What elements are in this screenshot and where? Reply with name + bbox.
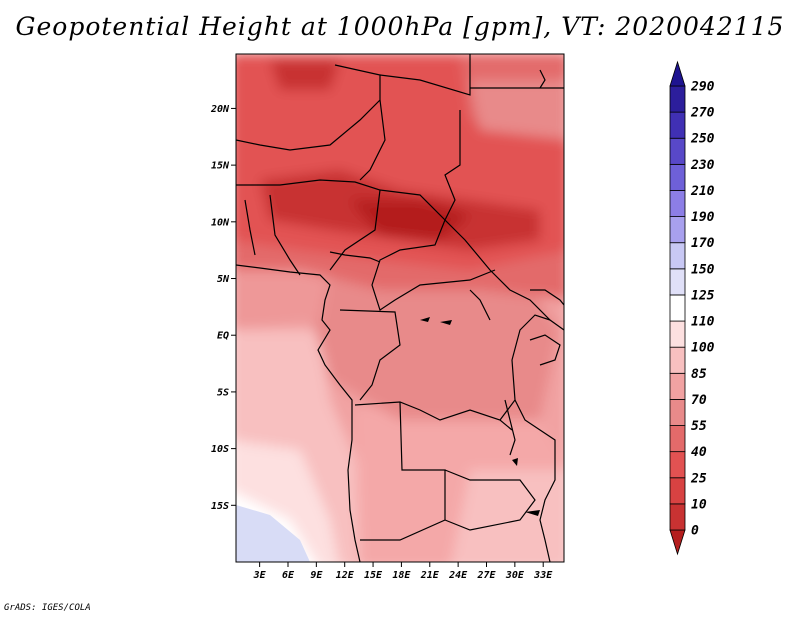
x-tick-label: 18E [392, 570, 411, 581]
colorbar-swatch [669, 163, 686, 191]
x-axis: 3E 6E 9E 12E 15E 18E 21E 24E 27E 30E 33E [253, 562, 553, 581]
x-tick-label: 9E [310, 570, 323, 581]
colorbar-label: 100 [691, 341, 715, 356]
x-tick-label: 27E [476, 570, 496, 581]
colorbar-label: 110 [691, 315, 715, 330]
colorbar-label: 0 [691, 524, 699, 539]
colorbar-swatch [669, 242, 686, 270]
colorbar-swatch [669, 451, 686, 479]
colorbar-label: 25 [690, 471, 707, 486]
colorbar-swatch [669, 477, 686, 505]
colorbar-label: 125 [691, 288, 715, 303]
x-tick-label: 6E [282, 570, 295, 581]
x-tick-label: 24E [448, 570, 468, 581]
colorbar-label: 85 [691, 367, 707, 382]
colorbar: 0 10 25 40 55 70 85 100 110 125 150 170 190 210 230 250… [669, 60, 715, 556]
y-tick-label: EQ [217, 331, 229, 342]
colorbar-swatch [669, 399, 686, 426]
colorbar-swatch [669, 346, 686, 374]
colorbar-swatch [669, 111, 686, 139]
colorbar-label: 290 [690, 80, 715, 95]
y-axis: 20N 15N 10N 5N EQ 5S 10S 15S [210, 104, 236, 512]
colorbar-swatch [669, 190, 686, 217]
colorbar-swatch [669, 294, 686, 322]
colorbar-label: 55 [691, 419, 707, 434]
contour-field [236, 54, 564, 562]
y-tick-label: 15S [211, 501, 229, 512]
colorbar-swatch [669, 60, 686, 87]
colorbar-swatch [669, 503, 686, 531]
colorbar-swatch [669, 529, 686, 556]
y-tick-label: 5N [217, 274, 230, 285]
colorbar-swatch [669, 425, 686, 453]
chart-title: Geopotential Height at 1000hPa [gpm], VT… [15, 12, 785, 41]
colorbar-label: 70 [691, 393, 707, 408]
x-tick-label: 3E [253, 570, 267, 581]
colorbar-label: 150 [691, 262, 715, 277]
grads-credit: GrADS: IGES/COLA [4, 603, 91, 613]
y-tick-label: 5S [217, 387, 229, 398]
colorbar-label: 270 [690, 106, 715, 121]
y-tick-label: 10N [211, 217, 230, 228]
colorbar-label: 10 [691, 497, 707, 512]
x-tick-label: 30E [505, 570, 525, 581]
x-tick-label: 33E [533, 570, 553, 581]
x-tick-label: 12E [336, 570, 355, 581]
y-tick-label: 10S [211, 444, 229, 455]
colorbar-label: 230 [690, 158, 715, 173]
x-tick-label: 21E [420, 570, 440, 581]
map-frame [235, 53, 565, 563]
map-borders [236, 54, 564, 562]
map-lakes [420, 317, 540, 516]
y-tick-label: 15N [211, 161, 230, 172]
x-tick-label: 15E [364, 570, 383, 581]
colorbar-label: 190 [691, 210, 715, 225]
colorbar-swatch [669, 372, 686, 400]
y-tick-label: 20N [210, 104, 230, 115]
colorbar-swatch [669, 320, 686, 348]
colorbar-swatch [669, 216, 686, 244]
colorbar-swatch [669, 268, 686, 296]
colorbar-label: 40 [691, 445, 707, 460]
colorbar-swatch [669, 85, 686, 113]
colorbar-label: 170 [691, 236, 715, 251]
colorbar-swatch [669, 137, 686, 165]
colorbar-label: 210 [690, 184, 715, 199]
colorbar-label: 250 [690, 132, 715, 147]
